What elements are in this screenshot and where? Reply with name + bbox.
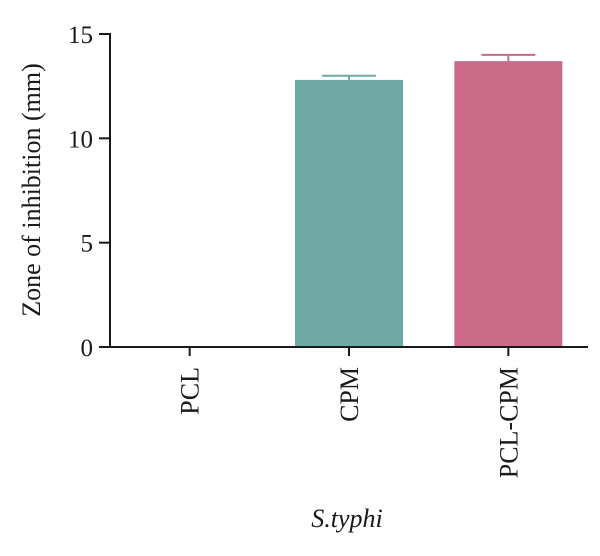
x-tick-label-pcl-cpm: PCL-CPM — [494, 367, 523, 478]
y-tick-label-15: 15 — [68, 22, 93, 49]
axes-layer: PCL CPM PCL-CPM 0 5 10 15 — [68, 22, 588, 478]
bars-layer — [295, 53, 563, 347]
x-tick-label-pcl: PCL — [176, 367, 205, 415]
y-axis-title: Zone of inhibition (mm) — [17, 63, 46, 316]
y-tick-label-5: 5 — [81, 231, 94, 258]
x-tick-label-cpm: CPM — [335, 367, 364, 422]
x-axis-title: S.typhi — [311, 504, 383, 533]
error-bar-cpm — [322, 74, 376, 80]
y-tick-label-0: 0 — [81, 335, 94, 362]
y-tick-label-10: 10 — [68, 126, 93, 153]
bar-cpm — [295, 79, 403, 347]
error-bar-pcl-cpm — [481, 53, 536, 62]
bar-pcl-cpm — [454, 61, 563, 347]
